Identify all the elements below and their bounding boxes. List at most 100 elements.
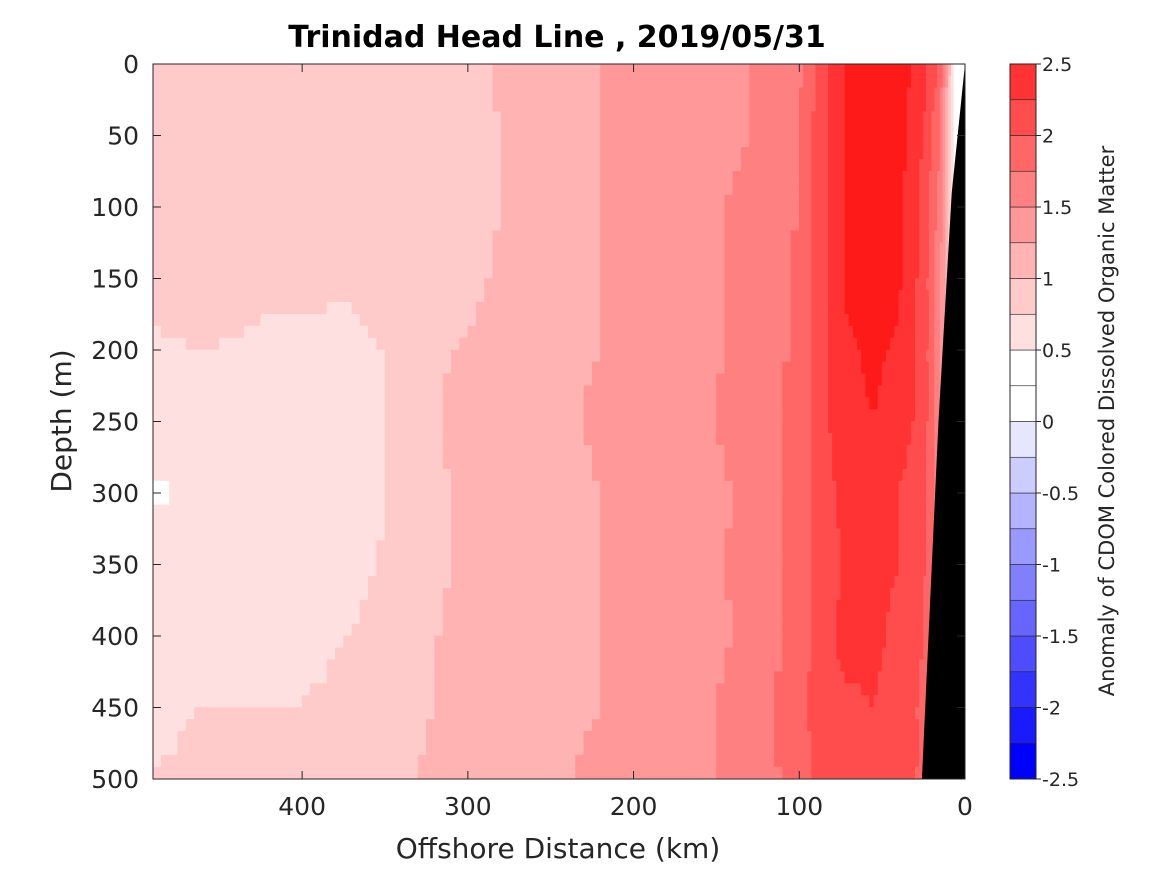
contour-cell: [923, 397, 927, 410]
contour-cell: [939, 302, 944, 315]
contour-cell: [293, 75, 303, 89]
contour-cell: [823, 206, 829, 220]
contour-cell: [243, 492, 253, 506]
contour-cell: [525, 242, 535, 255]
contour-cell: [475, 325, 485, 339]
contour-cell: [475, 75, 485, 89]
contour-cell: [260, 230, 270, 244]
contour-cell: [699, 75, 709, 89]
contour-cell: [757, 278, 767, 291]
contour-cell: [649, 552, 659, 565]
contour-cell: [202, 445, 212, 458]
contour-cell: [475, 147, 485, 160]
contour-cell: [869, 170, 875, 184]
contour-cell: [707, 75, 717, 89]
contour-cell: [591, 206, 601, 220]
contour-cell: [811, 182, 817, 196]
contour-cell: [169, 147, 179, 160]
contour-cell: [343, 170, 353, 184]
contour-cell: [285, 480, 295, 494]
contour-cell: [848, 266, 854, 279]
contour-cell: [252, 480, 262, 494]
contour-cell: [392, 111, 402, 124]
contour-cell: [877, 337, 883, 351]
contour-cell: [566, 159, 576, 172]
contour-cell: [877, 302, 883, 315]
contour-cell: [906, 159, 912, 172]
contour-cell: [591, 242, 601, 255]
contour-cell: [566, 325, 576, 339]
contour-cell: [894, 206, 900, 220]
contour-cell: [937, 99, 941, 112]
contour-cell: [902, 325, 908, 339]
contour-cell: [542, 278, 552, 291]
contour-cell: [459, 266, 469, 279]
contour-cell: [334, 504, 344, 518]
contour-cell: [310, 302, 320, 315]
contour-cell: [836, 278, 842, 291]
contour-cell: [252, 170, 262, 184]
contour-cell: [869, 182, 875, 196]
contour-cell: [803, 99, 808, 112]
contour-cell: [185, 337, 195, 351]
contour-cell: [169, 159, 179, 172]
contour-cell: [931, 194, 935, 208]
contour-cell: [890, 218, 895, 232]
contour-cell: [811, 278, 817, 291]
contour-cell: [807, 266, 813, 279]
contour-cell: [852, 87, 858, 101]
contour-cell: [923, 385, 927, 398]
contour-cell: [616, 349, 626, 363]
contour-cell: [401, 290, 411, 303]
contour-cell: [807, 278, 813, 291]
contour-cell: [699, 540, 709, 553]
contour-cell: [153, 194, 162, 208]
contour-cell: [682, 302, 692, 315]
contour-cell: [749, 516, 759, 530]
contour-cell: [707, 480, 717, 494]
contour-cell: [716, 552, 726, 565]
contour-cell: [326, 552, 336, 565]
contour-cell: [902, 504, 908, 518]
contour-cell: [160, 123, 170, 136]
contour-cell: [252, 278, 262, 291]
contour-cell: [566, 147, 576, 160]
contour-cell: [608, 516, 618, 530]
contour-cell: [815, 528, 821, 541]
contour-cell: [326, 87, 336, 101]
contour-cell: [732, 337, 742, 351]
contour-cell: [426, 170, 436, 184]
contour-cell: [235, 468, 245, 482]
contour-cell: [160, 445, 170, 458]
contour-cell: [906, 75, 912, 89]
contour-cell: [533, 254, 543, 267]
contour-cell: [467, 290, 477, 303]
contour-cell: [815, 397, 821, 410]
contour-cell: [666, 480, 676, 494]
contour-cell: [798, 266, 804, 279]
contour-cell: [928, 385, 933, 398]
contour-cell: [861, 64, 866, 77]
contour-cell: [749, 433, 759, 446]
contour-cell: [649, 492, 659, 506]
contour-cell: [861, 480, 866, 494]
contour-cell: [500, 385, 510, 398]
contour-cell: [682, 349, 692, 363]
contour-cell: [235, 206, 245, 220]
contour-cell: [649, 64, 659, 77]
contour-cell: [218, 337, 228, 351]
contour-cell: [359, 397, 369, 410]
contour-cell: [811, 528, 817, 541]
contour-cell: [492, 87, 502, 101]
contour-cell: [898, 147, 904, 160]
contour-cell: [500, 254, 510, 267]
contour-cell: [928, 159, 933, 172]
contour-cell: [484, 254, 494, 267]
contour-cell: [368, 313, 378, 327]
contour-cell: [674, 278, 684, 291]
contour-cell: [803, 480, 808, 494]
contour-cell: [442, 75, 452, 89]
contour-cell: [716, 421, 726, 434]
contour-cell: [902, 111, 908, 124]
contour-cell: [881, 456, 887, 470]
